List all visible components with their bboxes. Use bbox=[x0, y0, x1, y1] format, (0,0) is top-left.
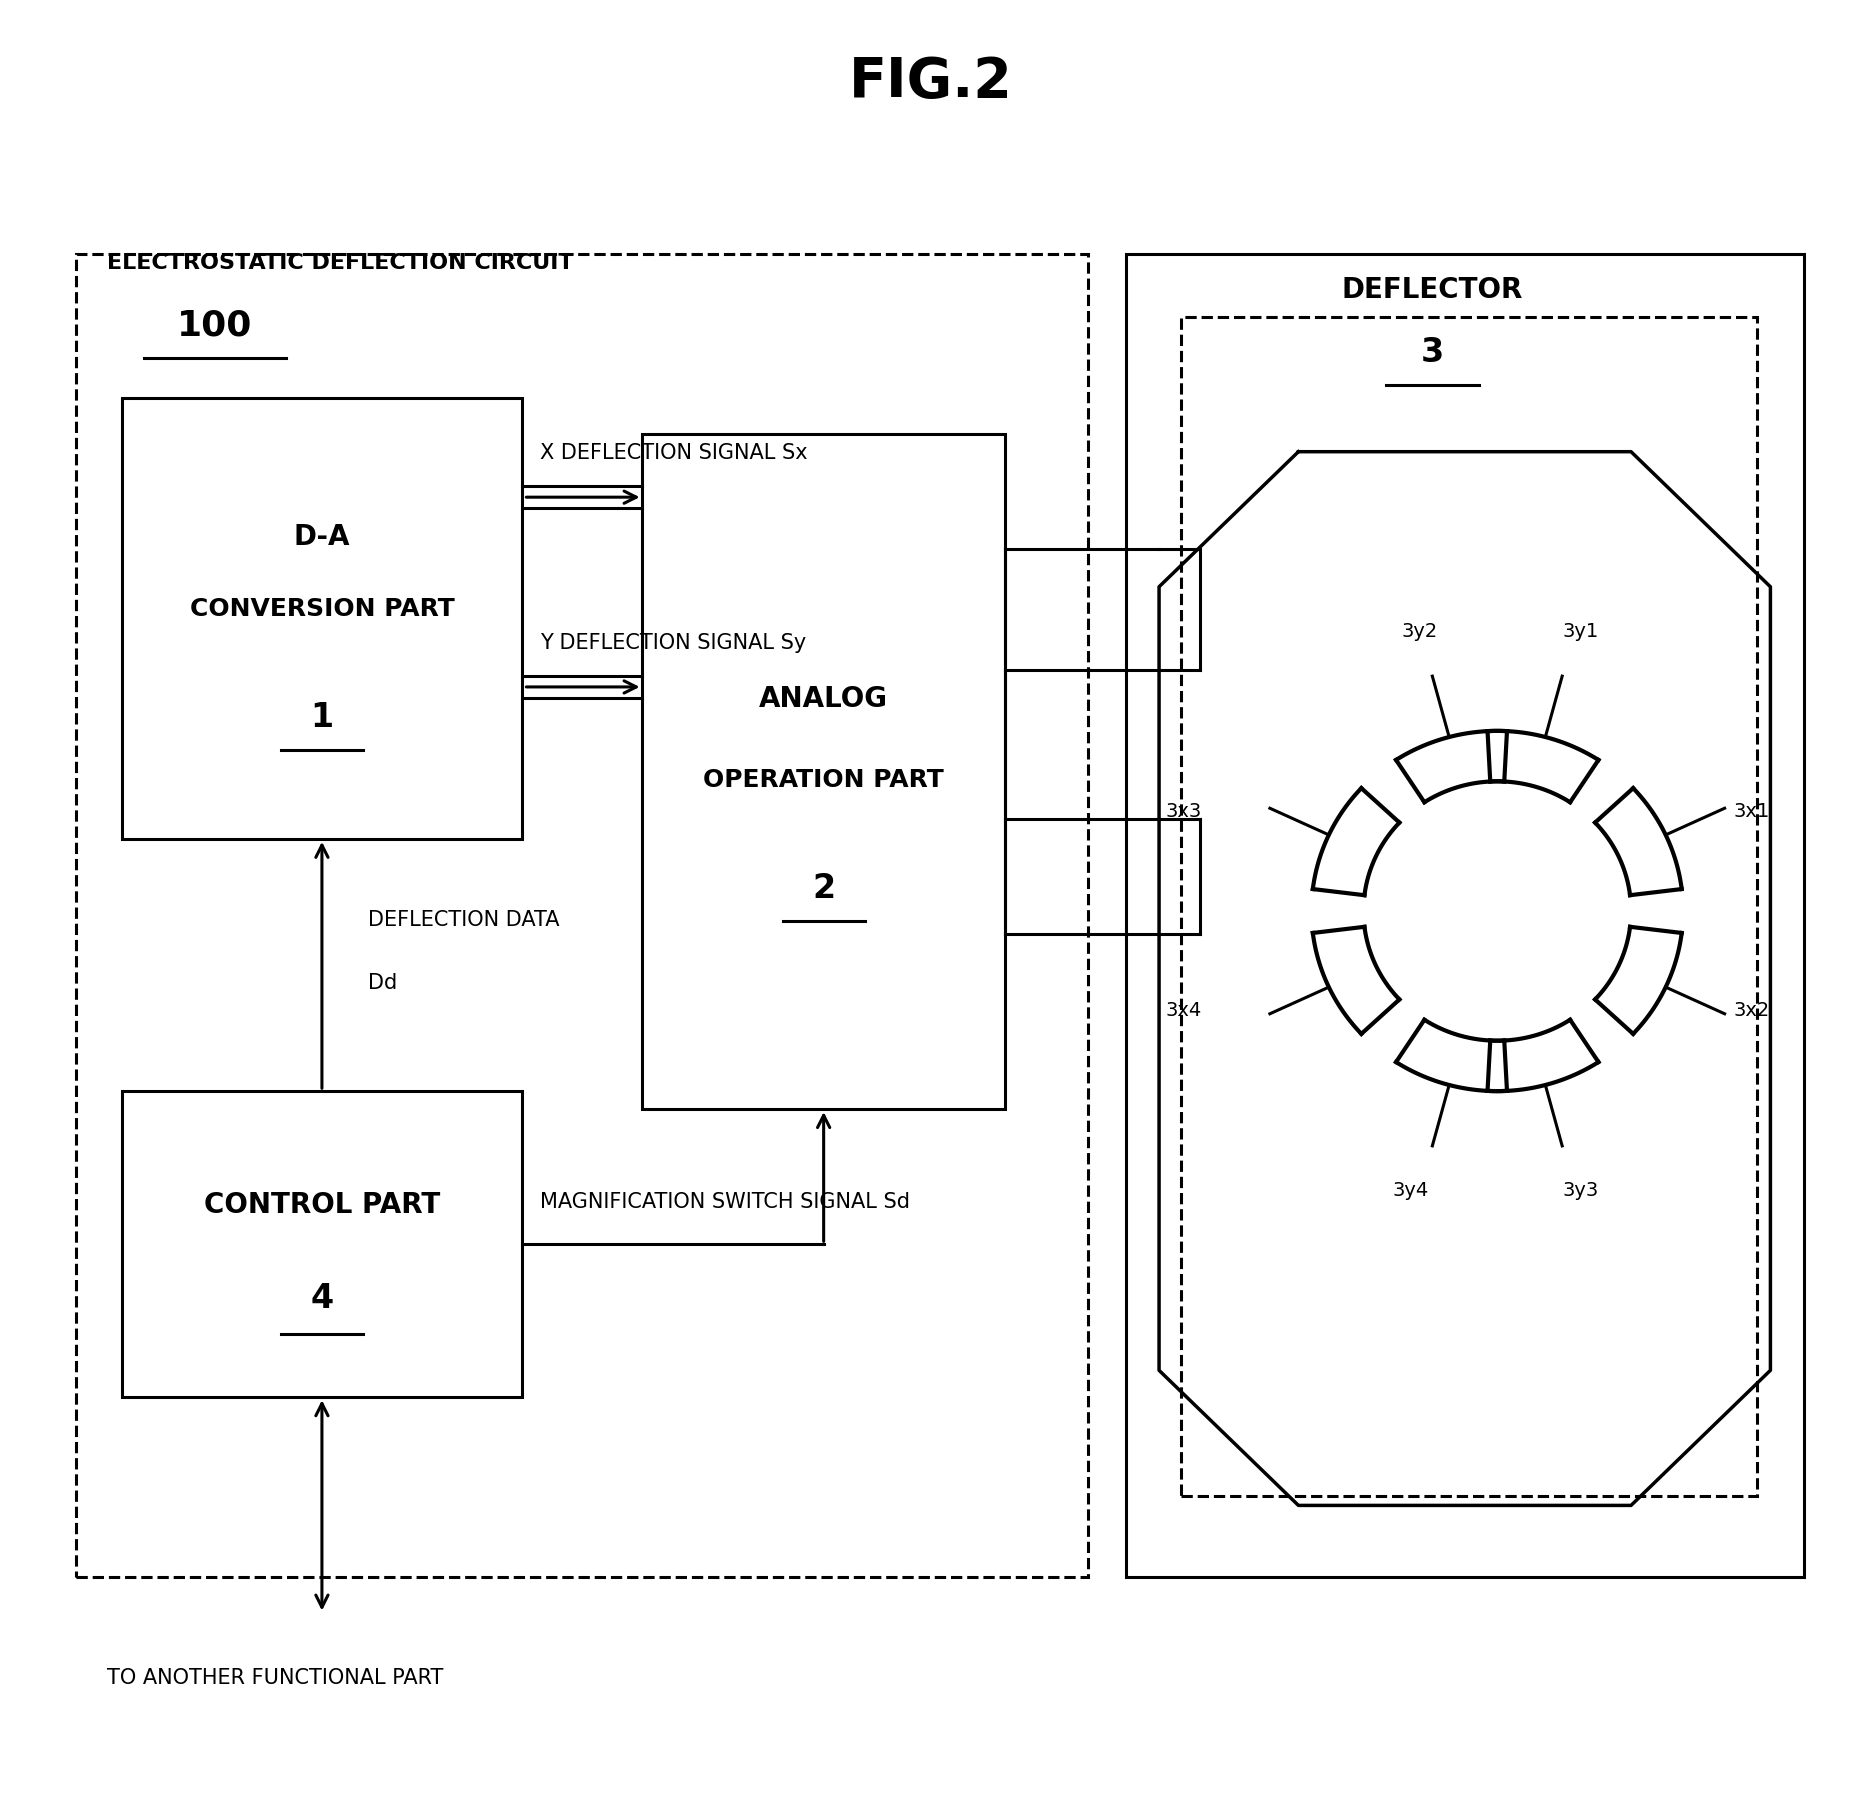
Text: X DEFLECTION SIGNAL Sx: X DEFLECTION SIGNAL Sx bbox=[540, 444, 808, 464]
Text: DEFLECTION DATA: DEFLECTION DATA bbox=[368, 909, 560, 931]
Text: 3x3: 3x3 bbox=[1165, 803, 1202, 821]
Text: ANALOG: ANALOG bbox=[759, 686, 888, 713]
Text: 3y2: 3y2 bbox=[1401, 622, 1439, 640]
Text: MAGNIFICATION SWITCH SIGNAL Sd: MAGNIFICATION SWITCH SIGNAL Sd bbox=[540, 1192, 910, 1212]
Text: FIG.2: FIG.2 bbox=[849, 56, 1012, 110]
Bar bbox=[1182, 318, 1757, 1496]
Text: Y DEFLECTION SIGNAL Sy: Y DEFLECTION SIGNAL Sy bbox=[540, 633, 806, 653]
Text: 4: 4 bbox=[311, 1283, 333, 1315]
Text: 3x2: 3x2 bbox=[1733, 1001, 1770, 1019]
Text: TO ANOTHER FUNCTIONAL PART: TO ANOTHER FUNCTIONAL PART bbox=[108, 1667, 443, 1687]
Text: CONVERSION PART: CONVERSION PART bbox=[190, 597, 454, 621]
Text: OPERATION PART: OPERATION PART bbox=[703, 769, 944, 792]
Text: DEFLECTOR: DEFLECTOR bbox=[1342, 276, 1522, 303]
Text: 3y1: 3y1 bbox=[1561, 622, 1599, 640]
Bar bbox=[123, 397, 521, 839]
Text: 3: 3 bbox=[1420, 336, 1444, 370]
Text: 3y3: 3y3 bbox=[1561, 1182, 1599, 1200]
Text: 3x4: 3x4 bbox=[1165, 1001, 1202, 1019]
Text: D-A: D-A bbox=[294, 523, 350, 552]
Bar bbox=[123, 1091, 521, 1398]
Bar bbox=[1126, 254, 1803, 1577]
Text: 3y4: 3y4 bbox=[1392, 1182, 1429, 1200]
Bar bbox=[76, 254, 1089, 1577]
Text: 3x1: 3x1 bbox=[1733, 803, 1770, 821]
Text: ELECTROSTATIC DEFLECTION CIRCUIT: ELECTROSTATIC DEFLECTION CIRCUIT bbox=[108, 253, 573, 272]
Bar bbox=[642, 433, 1005, 1109]
Text: 2: 2 bbox=[811, 871, 836, 906]
Text: CONTROL PART: CONTROL PART bbox=[205, 1191, 439, 1220]
Text: 100: 100 bbox=[177, 308, 253, 343]
Text: Dd: Dd bbox=[368, 972, 398, 992]
Text: 1: 1 bbox=[311, 702, 333, 734]
